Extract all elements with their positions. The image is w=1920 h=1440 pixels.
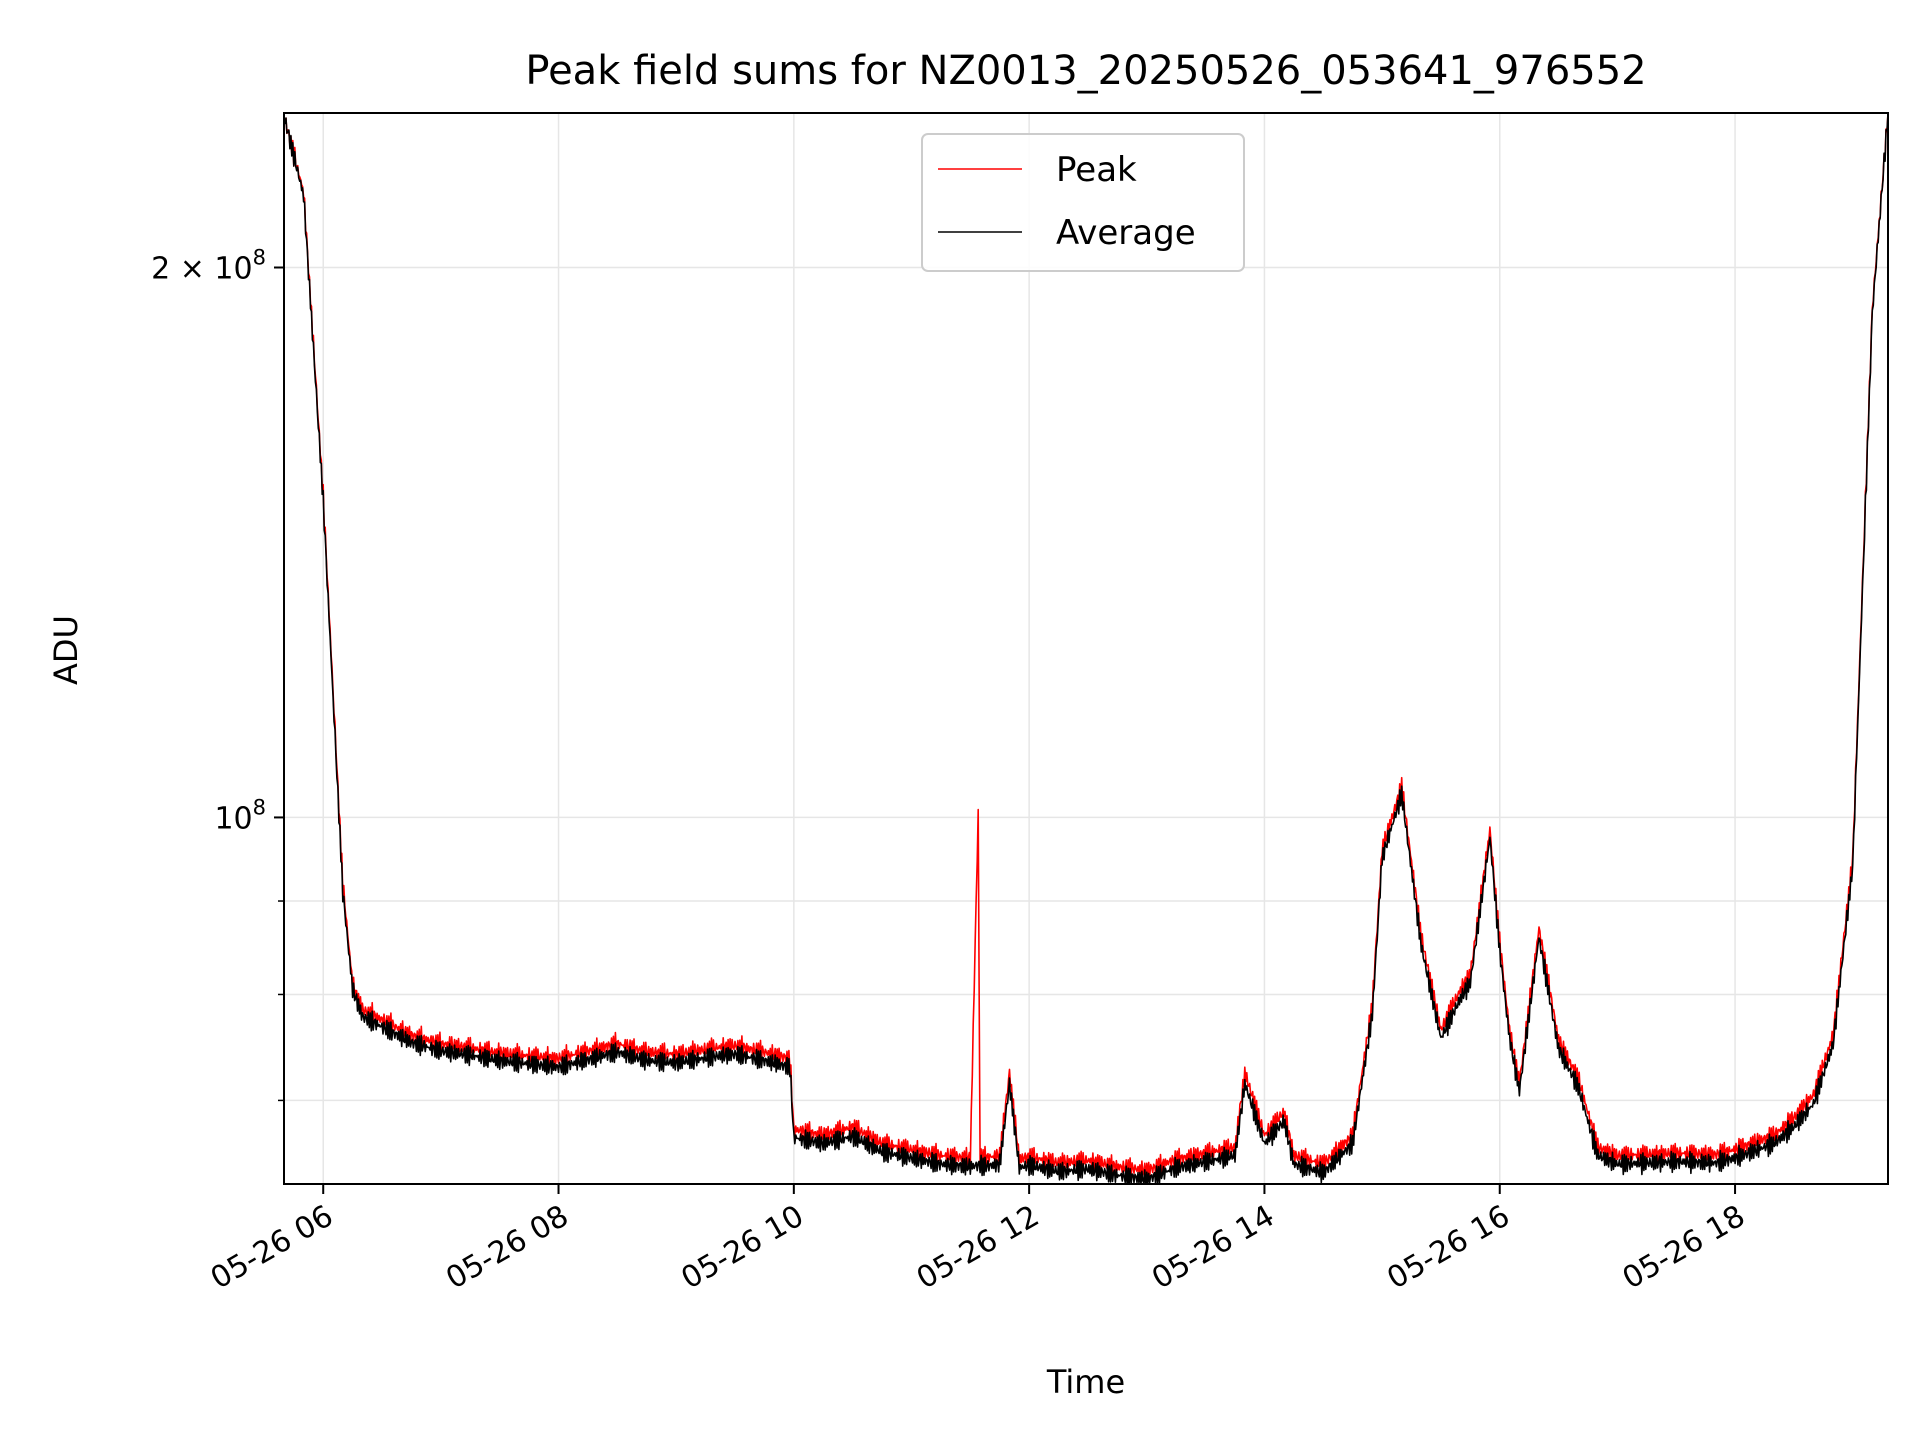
- legend-label-peak: Peak: [1056, 150, 1137, 190]
- y-tick-label-base: 10: [214, 801, 252, 836]
- y-tick-label-exponent: 8: [253, 246, 266, 270]
- series-line-average: [284, 113, 1888, 1184]
- chart-title: Peak field sums for NZ0013_20250526_0536…: [525, 48, 1646, 94]
- y-tick-label: 108: [214, 795, 266, 836]
- legend: Peak Average: [921, 133, 1245, 272]
- y-tick-label-exponent: 8: [253, 795, 266, 819]
- series-layer: [284, 113, 1888, 1184]
- legend-label-average: Average: [1056, 213, 1196, 253]
- y-tick-label: 2 × 108: [151, 246, 266, 287]
- x-axis-label: Time: [1046, 1363, 1125, 1401]
- plot-frame: [283, 112, 1889, 1185]
- y-axis-label: ADU: [47, 615, 85, 685]
- y-tick-label-base: 2 × 10: [151, 252, 252, 287]
- grid: [284, 113, 1888, 1184]
- plot-area: [284, 113, 1888, 1184]
